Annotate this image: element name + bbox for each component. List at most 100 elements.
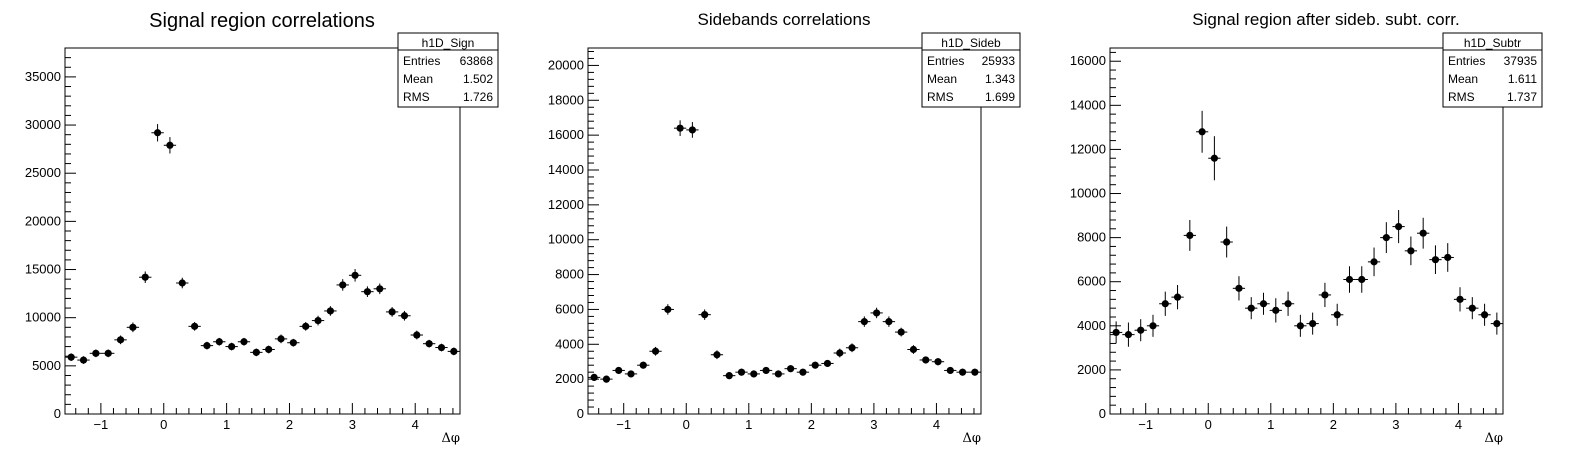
data-point xyxy=(873,309,881,317)
data-point xyxy=(289,339,297,347)
plot-frame xyxy=(1109,47,1504,415)
data-point xyxy=(1272,306,1280,314)
data-point xyxy=(701,311,709,319)
data-point xyxy=(1284,300,1292,308)
x-tick-label: 4 xyxy=(933,417,940,432)
data-point xyxy=(664,305,672,314)
data-point xyxy=(437,343,446,352)
data-point xyxy=(339,281,347,289)
data-point xyxy=(676,124,684,132)
y-tick-label: 16000 xyxy=(1070,53,1106,68)
stat-value: 1.343 xyxy=(985,72,1015,86)
data-point xyxy=(615,366,623,375)
stat-box-name: h1D_Sideb xyxy=(941,36,1001,50)
data-point xyxy=(1321,291,1329,299)
stat-box-name: h1D_Sign xyxy=(422,36,475,50)
stat-label: Mean xyxy=(927,72,957,86)
y-tick-label: 4000 xyxy=(555,336,584,351)
data-point xyxy=(1173,293,1182,301)
x-tick-label: 4 xyxy=(1455,417,1462,432)
data-point xyxy=(314,316,322,325)
y-tick-label: 0 xyxy=(54,406,61,421)
data-point xyxy=(1480,311,1489,319)
data-point xyxy=(627,370,635,378)
data-point xyxy=(971,368,979,376)
data-point xyxy=(1431,256,1440,264)
data-point xyxy=(860,318,868,326)
y-tick-label: 12000 xyxy=(1070,141,1106,156)
x-axis-label: Δφ xyxy=(442,431,461,446)
data-point xyxy=(713,351,721,359)
data-point xyxy=(141,273,149,281)
y-tick-label: 4000 xyxy=(1077,318,1106,333)
y-tick-label: 20000 xyxy=(548,57,584,72)
y-tick-label: 35000 xyxy=(25,69,61,84)
y-tick-label: 10000 xyxy=(25,310,61,325)
y-tick-label: 15000 xyxy=(25,262,61,277)
x-tick-label: 3 xyxy=(349,417,356,432)
y-tick-label: 20000 xyxy=(25,213,61,228)
data-point xyxy=(1149,322,1157,330)
x-tick-label: 2 xyxy=(808,417,815,432)
plot-frame xyxy=(587,47,982,415)
data-point xyxy=(602,375,611,383)
y-tick-label: 18000 xyxy=(548,92,584,107)
data-point xyxy=(153,129,162,137)
data-point xyxy=(302,322,310,330)
y-tick-label: 5000 xyxy=(32,358,61,373)
data-point xyxy=(79,356,88,364)
data-point xyxy=(885,318,893,326)
stat-label: Mean xyxy=(403,72,433,86)
data-point xyxy=(178,279,186,287)
stat-box xyxy=(397,32,499,108)
data-point xyxy=(252,348,260,356)
data-point xyxy=(909,345,918,354)
data-point xyxy=(376,285,384,293)
data-point xyxy=(1161,300,1169,308)
data-point xyxy=(1247,304,1255,312)
stat-value: 1.737 xyxy=(1507,90,1537,104)
data-point xyxy=(1407,247,1415,255)
y-tick-label: 2000 xyxy=(1077,362,1106,377)
data-point xyxy=(750,370,758,378)
data-point xyxy=(1468,304,1476,312)
data-point xyxy=(228,342,236,351)
data-point xyxy=(799,368,807,376)
data-point xyxy=(425,340,433,348)
data-point xyxy=(1210,154,1218,162)
data-point xyxy=(651,347,660,355)
data-point xyxy=(215,338,223,346)
data-point xyxy=(166,141,174,149)
data-point xyxy=(922,356,930,364)
x-tick-label: −1 xyxy=(1138,417,1153,432)
data-point xyxy=(1444,253,1452,262)
data-point xyxy=(1309,320,1317,328)
data-point xyxy=(388,308,396,316)
x-tick-label: 3 xyxy=(1392,417,1399,432)
data-point xyxy=(639,361,647,369)
data-point xyxy=(400,312,409,320)
data-point xyxy=(326,307,334,315)
y-tick-label: 2000 xyxy=(555,371,584,386)
data-point xyxy=(92,349,100,357)
data-point xyxy=(191,322,199,330)
x-tick-label: 2 xyxy=(286,417,293,432)
x-tick-label: 4 xyxy=(412,417,419,432)
y-tick-label: 12000 xyxy=(548,197,584,212)
data-point xyxy=(351,271,359,279)
data-point xyxy=(823,359,832,368)
data-point xyxy=(1235,284,1243,292)
data-point xyxy=(277,335,285,343)
stat-value: 1.726 xyxy=(463,90,493,104)
data-point xyxy=(946,366,954,375)
y-tick-label: 0 xyxy=(577,406,584,421)
data-point xyxy=(1493,320,1501,328)
chart-title: Signal region after sideb. subt. corr. xyxy=(1192,10,1459,29)
x-tick-label: 1 xyxy=(745,417,752,432)
y-tick-label: 14000 xyxy=(1070,97,1106,112)
data-point xyxy=(1296,322,1304,330)
data-point xyxy=(1333,311,1341,319)
y-tick-label: 25000 xyxy=(25,165,61,180)
data-point xyxy=(1370,258,1378,266)
